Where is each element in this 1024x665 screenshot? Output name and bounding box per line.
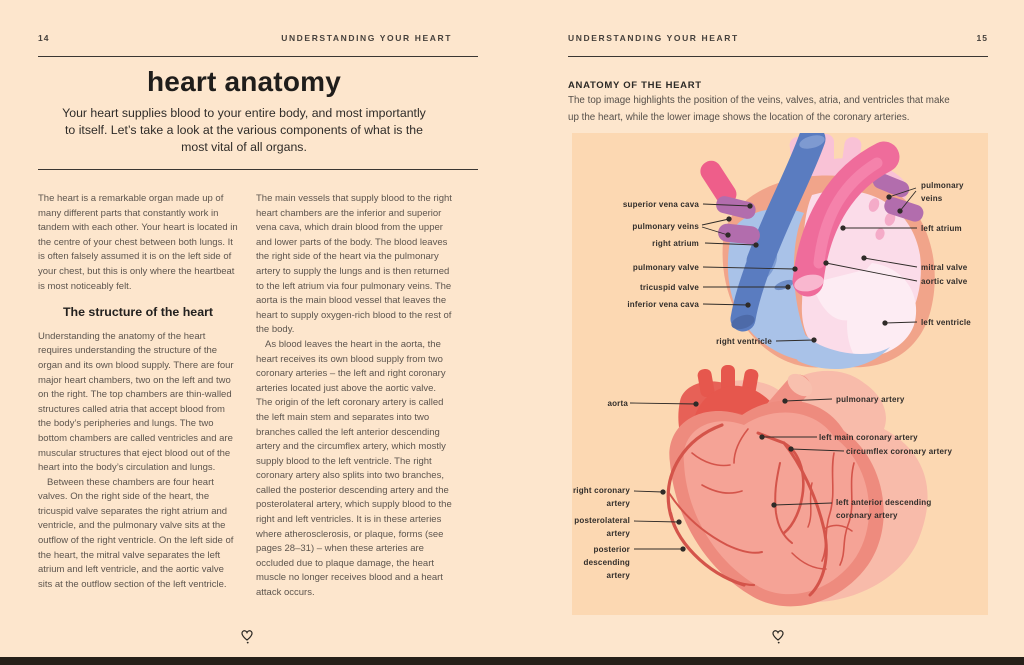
paragraph: Between these chambers are four heart va… xyxy=(38,476,234,590)
label-left-main-coronary-artery: left main coronary artery xyxy=(819,433,918,442)
paragraph: As blood leaves the heart in the aorta, … xyxy=(256,338,452,599)
diagram-caption: The top image highlights the position of… xyxy=(568,95,950,123)
page-title: heart anatomy xyxy=(147,66,341,97)
label-leader-lines xyxy=(629,187,918,552)
running-head-left: UNDERSTANDING YOUR HEART xyxy=(281,33,452,43)
paragraph: Understanding the anatomy of the heart r… xyxy=(38,330,234,474)
paragraph: The heart is a remarkable organ made up … xyxy=(38,193,238,292)
header-rule-left xyxy=(38,56,478,57)
page-number-left: 14 xyxy=(38,33,50,43)
label-inferior-vena-cava: inferior vena cava xyxy=(627,300,699,309)
heart-doodle-icon xyxy=(241,630,253,644)
bottom-heart-illustration xyxy=(666,365,928,607)
label-right-ventricle: right ventricle xyxy=(716,337,772,346)
header-rule-right xyxy=(568,56,988,57)
section-heading: ANATOMY OF THE HEART xyxy=(568,80,702,91)
label-circumflex-coronary-artery: circumflex coronary artery xyxy=(846,447,953,456)
label-mitral-valve: mitral valve xyxy=(921,263,968,272)
book-bottom-edge xyxy=(0,657,1024,665)
label-pulmonary-veins-left: pulmonary veins xyxy=(632,222,699,231)
heart-doodle-icon xyxy=(772,630,784,644)
paragraph: The main vessels that supply blood to th… xyxy=(256,193,452,336)
label-pulmonary-valve: pulmonary valve xyxy=(632,263,699,272)
intro-rule xyxy=(38,169,478,170)
label-pulmonary-veins-right: pulmonary veins xyxy=(921,181,964,203)
label-right-coronary-artery: right coronary artery xyxy=(572,486,630,508)
label-pulmonary-artery: pulmonary artery xyxy=(836,395,905,404)
page-number-right: 15 xyxy=(976,33,988,43)
intro-text: Your heart supplies blood to your entire… xyxy=(62,106,426,154)
column-subheading: The structure of the heart xyxy=(62,305,214,320)
top-heart-illustration xyxy=(700,133,935,370)
heart-illustrations xyxy=(629,133,935,607)
text-column-2: The main vessels that supply blood to th… xyxy=(256,192,454,601)
label-superior-vena-cava: superior vena cava xyxy=(622,200,699,209)
label-aorta: aorta xyxy=(607,399,628,408)
label-aortic-valve: aortic valve xyxy=(921,277,968,286)
label-posterolateral-artery: posterolateral artery xyxy=(574,516,630,538)
label-left-anterior-descending: left anterior descending coronary artery xyxy=(836,498,932,520)
label-tricuspid-valve: tricuspid valve xyxy=(639,283,699,292)
label-posterior-descending-artery: posterior descending artery xyxy=(583,545,630,580)
label-right-atrium: right atrium xyxy=(652,239,699,248)
running-head-right: UNDERSTANDING YOUR HEART xyxy=(568,33,739,43)
text-column-1: The heart is a remarkable organ made up … xyxy=(38,192,238,592)
diagram-panel: superior vena cava pulmonary veins right… xyxy=(572,133,988,615)
label-left-atrium: left atrium xyxy=(921,224,962,233)
label-left-ventricle: left ventricle xyxy=(921,318,971,327)
